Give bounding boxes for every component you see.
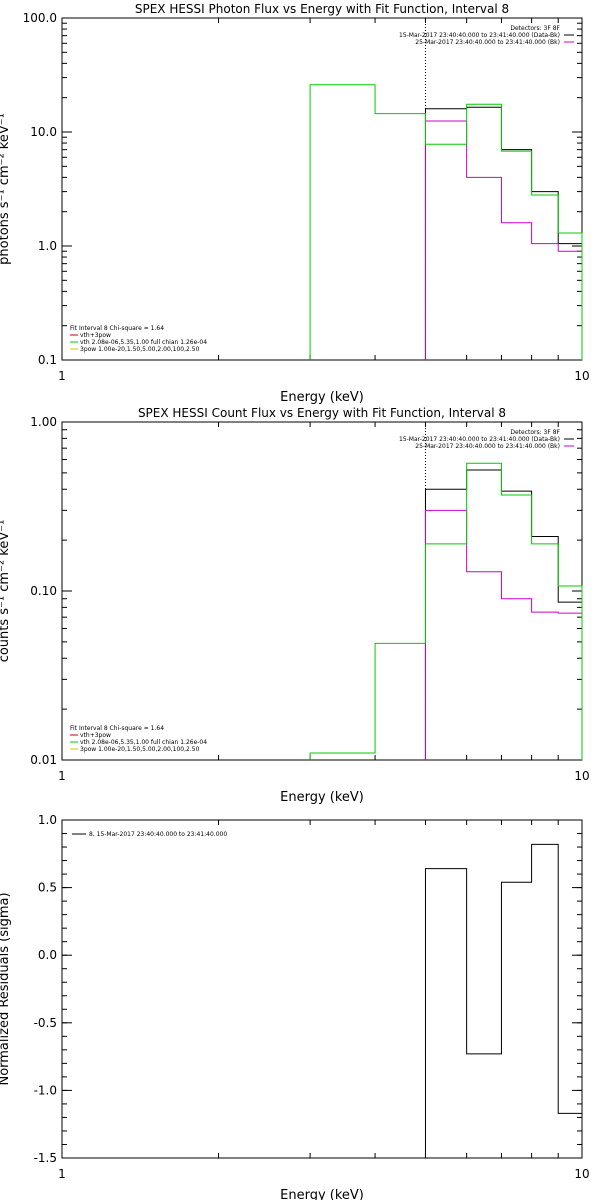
legend-bottom-entry: 3pow 1.00e-20,1.50,5.00,2.00,100,2.50 — [80, 346, 200, 353]
x-tick-label: 10 — [574, 769, 589, 783]
plot-frame — [61, 17, 583, 361]
x-axis-label: Energy (keV) — [280, 790, 364, 805]
legend-top-entry: 8, 15-Mar-2017 23:40:40.000 to 23:41:40.… — [89, 831, 227, 838]
y-axis-label: Normalized Residuals (sigma) — [0, 892, 12, 1085]
legend-top-entry: 15-Mar-2017 23:40:40.000 to 23:41:40.000… — [399, 32, 560, 39]
series-line-2 — [424, 120, 583, 360]
legend-bottom-entry: 3pow 1.00e-20,1.50,5.00,2.00,100,2.50 — [80, 746, 200, 753]
legend-top-entry: 25-Mar-2017 23:40:40.000 to 23:41:40.000… — [415, 443, 560, 450]
x-axis-label: Energy (keV) — [280, 1188, 364, 1200]
y-tick-label: 100.0 — [23, 11, 57, 25]
legend-bottom-entry: vth+3pow — [80, 732, 111, 739]
legend-top-entry: Detectors: 3F 8F — [510, 25, 560, 32]
series-line-1 — [424, 843, 583, 1158]
chart-panel-2: SPEX HESSI Count Flux vs Energy with Fit… — [0, 406, 590, 805]
y-tick-label: -1.5 — [34, 1151, 57, 1165]
y-tick-label: -1.0 — [34, 1083, 57, 1097]
y-tick-label: 1.00 — [30, 415, 57, 429]
y-tick-label: 0.10 — [30, 584, 57, 598]
legend-top-entry: Detectors: 3F 8F — [510, 429, 560, 436]
y-tick-label: 0.0 — [38, 948, 57, 962]
x-tick-label: 10 — [574, 369, 589, 383]
chart-panel-1: SPEX HESSI Photon Flux vs Energy with Fi… — [0, 2, 590, 405]
x-tick-label: 1 — [58, 369, 66, 383]
x-axis-label: Energy (keV) — [280, 390, 364, 405]
legend-bottom-entry: vth 2.08e-06,5.35,1.00 full chian 1.26e-… — [80, 339, 207, 346]
plot-frame — [61, 421, 583, 761]
y-tick-label: 10.0 — [30, 125, 57, 139]
y-tick-label: 1.0 — [38, 813, 57, 827]
legend-bottom-entry: Fit Interval 8 Chi-square = 1.64 — [70, 325, 164, 332]
series-line-1 — [424, 106, 583, 360]
legend-bottom-entry: vth+3pow — [80, 332, 111, 339]
x-tick-label: 1 — [58, 769, 66, 783]
y-tick-label: 0.5 — [38, 881, 57, 895]
series-line-3 — [309, 84, 583, 360]
legend-bottom-entry: Fit Interval 8 Chi-square = 1.64 — [70, 725, 164, 732]
series-line-2 — [424, 509, 583, 760]
chart-panel-3: Energy (keV) Normalized Residuals (sigma)… — [0, 813, 590, 1200]
series-line-1 — [424, 469, 583, 760]
chart-title: SPEX HESSI Count Flux vs Energy with Fit… — [138, 406, 506, 420]
y-tick-label: 0.01 — [30, 753, 57, 767]
x-tick-label: 1 — [58, 1167, 66, 1181]
legend-bottom-entry: vth 2.08e-06,5.35,1.00 full chian 1.26e-… — [80, 739, 207, 746]
y-axis-label: photons s⁻¹ cm⁻² keV⁻¹ — [0, 113, 12, 265]
series-line-3 — [309, 462, 583, 760]
plot-frame — [61, 819, 583, 1159]
legend-top-entry: 15-Mar-2017 23:40:40.000 to 23:41:40.000… — [399, 436, 560, 443]
legend-top-entry: 25-Mar-2017 23:40:40.000 to 23:41:40.000… — [415, 39, 560, 46]
y-axis-label: counts s⁻¹ cm⁻² keV⁻¹ — [0, 520, 12, 663]
y-tick-label: 1.0 — [38, 239, 57, 253]
x-tick-label: 10 — [574, 1167, 589, 1181]
y-tick-label: 0.1 — [38, 353, 57, 367]
chart-title: SPEX HESSI Photon Flux vs Energy with Fi… — [135, 2, 509, 16]
y-tick-label: -0.5 — [34, 1016, 57, 1030]
